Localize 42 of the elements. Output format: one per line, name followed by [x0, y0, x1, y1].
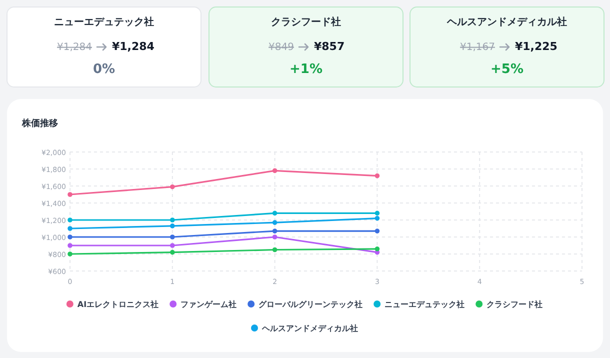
point	[170, 184, 175, 190]
point	[170, 250, 175, 255]
text: ¥849	[268, 42, 294, 53]
point	[374, 173, 380, 178]
text: +5%	[490, 62, 524, 77]
legend-label: グローバルグリーンテック社	[258, 300, 363, 309]
legend-label: ニューエデュテック社	[384, 300, 465, 309]
chart-title: 株価推移	[21, 118, 58, 129]
point	[374, 228, 380, 234]
point	[68, 243, 72, 248]
point	[272, 247, 278, 252]
text: 0%	[92, 62, 116, 77]
text: ¥1,225	[515, 40, 558, 53]
point	[272, 210, 278, 216]
text: ¥857	[314, 40, 345, 53]
point	[272, 234, 278, 240]
point	[272, 220, 278, 225]
point	[68, 218, 72, 222]
text: ¥1,167	[460, 42, 495, 53]
point	[272, 168, 278, 174]
point	[170, 243, 175, 248]
text: クラシフード社	[271, 16, 341, 28]
text: ヘルスアンドメディカル社	[446, 16, 567, 28]
text: +1%	[290, 62, 322, 77]
text: ¥1,284	[57, 42, 92, 53]
point	[68, 192, 72, 197]
point	[68, 234, 72, 240]
legend-label: AIエレクトロニクス社	[77, 300, 159, 309]
legend-label: ファンゲーム社	[180, 300, 237, 309]
legend-label: クラシフード社	[486, 300, 543, 309]
legend-label: ヘルスアンドメディカル社	[261, 324, 358, 333]
text: ニューエデュテック社	[54, 16, 154, 28]
point	[170, 224, 175, 228]
point	[272, 228, 278, 234]
point	[374, 246, 380, 252]
text: ¥1,284	[112, 40, 155, 53]
point	[170, 234, 175, 240]
point	[374, 216, 380, 221]
point	[68, 226, 72, 231]
point	[374, 210, 380, 216]
point	[170, 218, 175, 222]
point	[68, 252, 72, 256]
